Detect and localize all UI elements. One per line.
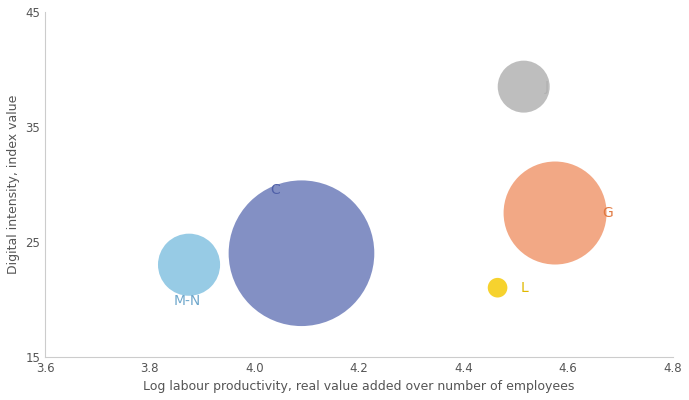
Point (550, 210, 561, 216)
Text: M-N: M-N (174, 294, 200, 308)
Y-axis label: Digital intensity, index value: Digital intensity, index value (7, 95, 20, 274)
Text: G: G (602, 206, 613, 220)
Point (518, 84, 529, 90)
Text: L: L (521, 281, 529, 295)
Point (183, 262, 194, 268)
Text: J: J (544, 80, 548, 94)
Point (492, 284, 503, 291)
Text: C: C (270, 183, 280, 197)
X-axis label: Log labour productivity, real value added over number of employees: Log labour productivity, real value adde… (143, 380, 575, 393)
Point (296, 250, 307, 256)
